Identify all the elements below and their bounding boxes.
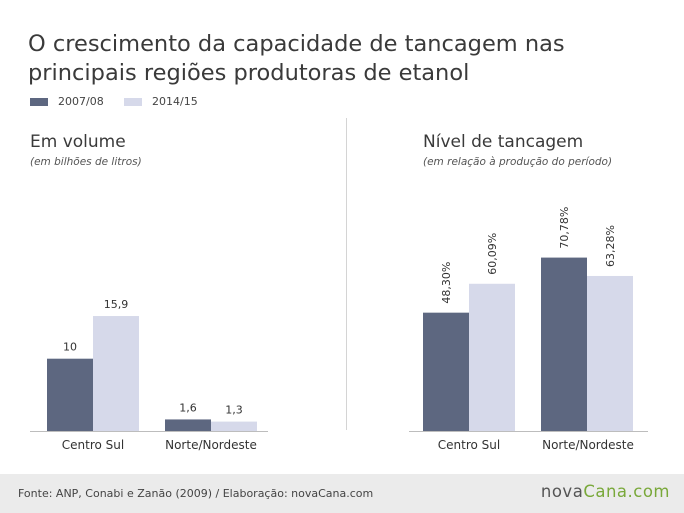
data-label: 70,78%: [558, 207, 571, 249]
bar: [211, 421, 257, 431]
category-label: Centro Sul: [438, 438, 500, 452]
panel-title-tancagem: Nível de tancagem: [423, 132, 584, 152]
category-label: Norte/Nordeste: [165, 438, 257, 452]
panel-subtitle-tancagem: (em relação à produção do período): [423, 156, 613, 168]
chart-title: O crescimento da capacidade de tancagem …: [28, 31, 565, 86]
logo-text-cana: Cana.com: [583, 482, 670, 501]
data-label: 1,6: [179, 401, 197, 414]
bar: [47, 358, 93, 431]
panel-title-volume: Em volume: [30, 132, 126, 152]
novacana-logo[interactable]: novaCana.com: [541, 482, 670, 501]
footer: Fonte: ANP, Conabi e Zanão (2009) / Elab…: [0, 474, 684, 513]
category-label: Norte/Nordeste: [542, 438, 634, 452]
data-label: 1,3: [225, 404, 243, 417]
bar: [587, 275, 633, 431]
bar: [93, 316, 139, 431]
data-label: 60,09%: [486, 233, 499, 275]
panel-divider: [346, 118, 347, 430]
bar: [541, 257, 587, 431]
category-label: Centro Sul: [62, 438, 124, 452]
data-label: 15,9: [104, 298, 129, 311]
panel-subtitle-volume: (em bilhões de litros): [30, 156, 142, 168]
bar: [469, 283, 515, 431]
bar: [165, 419, 211, 431]
bar-charts: 10 15,9 Centro Sul 1,6 1,3 Norte/Nordeste 48,3…: [30, 207, 648, 452]
logo-text-nova: nova: [540, 482, 584, 501]
footer-source: Fonte: ANP, Conabi e Zanão (2009) / Elab…: [18, 487, 374, 500]
data-label: 63,28%: [604, 225, 617, 267]
legend-label-2007-08: 2007/08: [58, 95, 104, 108]
data-label: 10: [63, 341, 77, 354]
legend-swatch-2014-15: [124, 98, 142, 106]
bar: [423, 312, 469, 431]
legend-label-2014-15: 2014/15: [152, 95, 198, 108]
legend-swatch-2007-08: [30, 98, 48, 106]
data-label: 48,30%: [440, 262, 453, 304]
